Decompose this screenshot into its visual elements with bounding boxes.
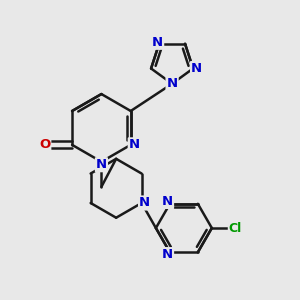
Text: N: N [96, 158, 107, 171]
Text: N: N [139, 196, 150, 209]
Text: Cl: Cl [229, 221, 242, 235]
Text: N: N [167, 77, 178, 90]
Text: N: N [129, 138, 140, 151]
Text: N: N [152, 36, 163, 49]
Text: N: N [162, 248, 173, 261]
Text: N: N [191, 62, 202, 75]
Text: O: O [39, 138, 50, 151]
Text: N: N [162, 195, 173, 208]
